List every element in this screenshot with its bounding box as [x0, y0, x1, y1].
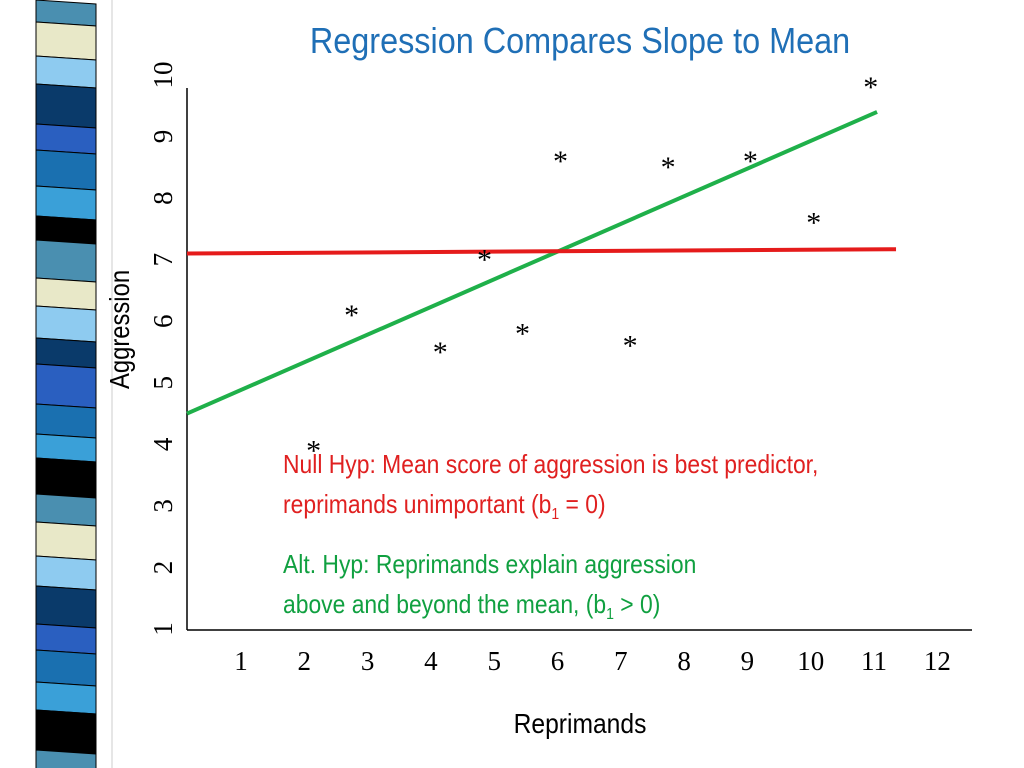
alternative-hypothesis-line2-end: > 0): [613, 589, 661, 619]
y-tick-label: 7: [148, 253, 178, 267]
alternative-hypothesis-subscript: 1: [606, 606, 614, 624]
null-hypothesis-subscript: 1: [551, 506, 560, 524]
data-point: *: [344, 299, 359, 332]
x-tick-label: 6: [551, 646, 565, 676]
x-tick-label: 4: [424, 646, 438, 676]
slide-title: Regression Compares Slope to Mean: [309, 20, 851, 61]
y-tick-label: 9: [148, 130, 178, 144]
null-hypothesis-line1: Null Hyp: Mean score of aggression is be…: [283, 449, 819, 479]
null-hypothesis-line2-text: reprimands unimportant (b: [283, 489, 552, 519]
y-tick-label: 6: [148, 314, 178, 328]
x-tick-label: 12: [924, 646, 951, 676]
data-point: *: [806, 207, 821, 240]
data-point: *: [623, 330, 638, 363]
y-tick-label: 10: [148, 62, 178, 89]
null-hypothesis-line2: reprimands unimportant (b1 = 0): [283, 484, 818, 535]
alternative-hypothesis-note: Alt. Hyp: Reprimands explain aggression …: [283, 544, 696, 635]
mean-line: [186, 247, 897, 256]
data-point: *: [661, 151, 676, 184]
x-tick-label: 10: [797, 646, 824, 676]
regression-line: [186, 110, 878, 416]
y-tick-label: 2: [148, 561, 178, 575]
x-tick-label: 2: [298, 646, 312, 676]
data-point: *: [477, 244, 492, 277]
x-tick-label: 1: [234, 646, 248, 676]
y-axis-label: Aggression: [104, 269, 135, 389]
y-tick-label: 5: [148, 376, 178, 390]
data-point: *: [515, 317, 530, 350]
data-point: *: [433, 336, 448, 369]
y-tick-label: 4: [148, 437, 178, 451]
x-tick-label: 5: [487, 646, 501, 676]
null-hypothesis-note: Null Hyp: Mean score of aggression is be…: [283, 444, 818, 535]
y-tick-label: 1: [148, 622, 178, 636]
x-tick-label: 8: [677, 646, 691, 676]
data-point: *: [743, 145, 758, 178]
decorative-stripe-bar: [0, 0, 124, 768]
x-tick-label: 9: [741, 646, 755, 676]
x-tick-label: 11: [861, 646, 887, 676]
data-point: *: [863, 71, 878, 104]
alternative-hypothesis-line1: Alt. Hyp: Reprimands explain aggression: [283, 549, 697, 579]
y-tick-label: 3: [148, 499, 178, 513]
y-tick-label: 8: [148, 191, 178, 205]
x-tick-label: 7: [614, 646, 628, 676]
data-point: *: [553, 145, 568, 178]
x-tick-label: 3: [361, 646, 375, 676]
alternative-hypothesis-line2-text: above and beyond the mean, (b: [283, 589, 607, 619]
data-point: *: [306, 434, 321, 467]
x-axis-label: Reprimands: [513, 708, 647, 739]
alternative-hypothesis-line2: above and beyond the mean, (b1 > 0): [283, 584, 696, 635]
null-hypothesis-line2-end: = 0): [559, 489, 606, 519]
